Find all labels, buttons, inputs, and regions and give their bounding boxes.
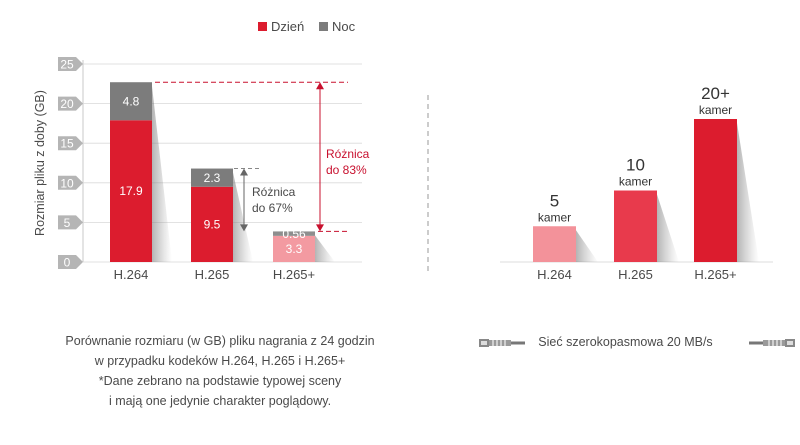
- legend-night-label: Noc: [332, 19, 356, 34]
- network-cable-icon: [749, 339, 795, 347]
- bar-day-h265: [191, 186, 233, 262]
- cable-grip: [780, 340, 782, 346]
- y-tick-label: 5: [64, 216, 71, 230]
- camera-bar-shadow: [737, 123, 759, 262]
- camera-bar: [614, 190, 657, 262]
- y-axis-title: Rozmiar pliku z doby (GB): [33, 90, 47, 236]
- x-tick-label: H.265: [195, 267, 230, 282]
- camera-bar-value: 10: [626, 156, 645, 175]
- cable-wire: [749, 341, 763, 345]
- camera-bar-unit: kamer: [619, 175, 652, 189]
- cable-grip: [496, 340, 498, 346]
- x-tick-label: H.265+: [694, 267, 736, 282]
- bar-day-value: 3.3: [286, 242, 303, 256]
- annotation-83-line-2: do 83%: [326, 163, 367, 177]
- legend-day-label: Dzień: [271, 19, 304, 34]
- bar-day-h265plus: [273, 235, 315, 262]
- bar-day-value: 9.5: [204, 217, 221, 231]
- bar-night-value: 4.8: [123, 95, 140, 109]
- y-tick-label: 15: [60, 137, 74, 151]
- annotation-83-line-1: Różnica: [326, 147, 370, 161]
- y-tick-label: 25: [60, 58, 74, 72]
- y-tick-tag: [58, 215, 83, 230]
- y-tick-tag: [58, 96, 83, 111]
- y-tick-tag: [58, 255, 83, 269]
- annotation-67-arrowhead-up: [240, 168, 248, 176]
- y-tick-label: 20: [60, 97, 74, 111]
- caption-line-4: i mają one jedynie charakter poglądowy.: [108, 394, 332, 408]
- camera-bar: [533, 226, 576, 262]
- annotation-67-arrowhead-down: [240, 224, 248, 232]
- bar-night-h265: [191, 168, 233, 187]
- camera-bar-shadow: [576, 230, 598, 262]
- x-tick-label: H.265: [618, 267, 653, 282]
- network-label: Sieć szerokopasmowa 20 MB/s: [538, 335, 713, 349]
- caption-line-3: *Dane zebrano na podstawie typowej sceny: [98, 374, 342, 388]
- camera-bar-shadow: [657, 194, 679, 262]
- y-tick-tag: [58, 136, 83, 151]
- cable-grip: [768, 340, 770, 346]
- y-tick-tag: [58, 57, 83, 71]
- caption-line-2: w przypadku kodeków H.264, H.265 i H.265…: [94, 354, 346, 368]
- annotation-83-arrowhead-up: [316, 82, 324, 90]
- cable-wire: [511, 341, 525, 345]
- annotation-83-arrowhead-down: [316, 224, 324, 232]
- legend-night-swatch: [319, 22, 328, 31]
- chart-caption: Porównanie rozmiaru (w GB) pliku nagrani…: [20, 331, 420, 411]
- bar-day-h264: [110, 120, 152, 263]
- bar-shadow: [233, 172, 253, 262]
- cable-grip: [492, 340, 494, 346]
- bar-night-h265plus: [273, 231, 315, 236]
- bar-day-value: 17.9: [119, 184, 143, 198]
- y-tick-label: 0: [64, 256, 71, 270]
- x-tick-label: H.265+: [273, 267, 315, 282]
- annotation-67-line-1: Różnica: [252, 185, 296, 199]
- bar-shadow: [315, 235, 335, 262]
- cable-plug-contact: [787, 341, 793, 345]
- file-size-chart: 0 5 10 15 20 25 Rozmiar pliku z doby (GB) 17.9 4…: [33, 19, 370, 282]
- cable-grip: [504, 340, 506, 346]
- camera-bar-value: 5: [550, 191, 559, 210]
- bar-night-h264: [110, 82, 152, 121]
- cable-grip: [500, 340, 502, 346]
- cable-plug-contact: [481, 341, 487, 345]
- camera-bar: [694, 119, 737, 262]
- x-tick-label: H.264: [537, 267, 572, 282]
- camera-bar-unit: kamer: [699, 103, 732, 117]
- legend-day-swatch: [258, 22, 267, 31]
- bar-shadow: [152, 86, 172, 262]
- y-tick-tag: [58, 175, 83, 190]
- bar-night-value: 0.56: [282, 227, 306, 241]
- camera-bar-value: 20+: [701, 84, 730, 103]
- x-tick-label: H.264: [114, 267, 149, 282]
- annotation-67-line-2: do 67%: [252, 201, 293, 215]
- cable-grip: [772, 340, 774, 346]
- y-tick-label: 10: [60, 176, 74, 190]
- camera-bar-unit: kamer: [538, 210, 571, 224]
- network-cables: [479, 339, 795, 347]
- network-cable-icon: [479, 339, 525, 347]
- bar-night-value: 2.3: [204, 171, 221, 185]
- cable-grip: [776, 340, 778, 346]
- caption-line-1: Porównanie rozmiaru (w GB) pliku nagrani…: [65, 334, 375, 348]
